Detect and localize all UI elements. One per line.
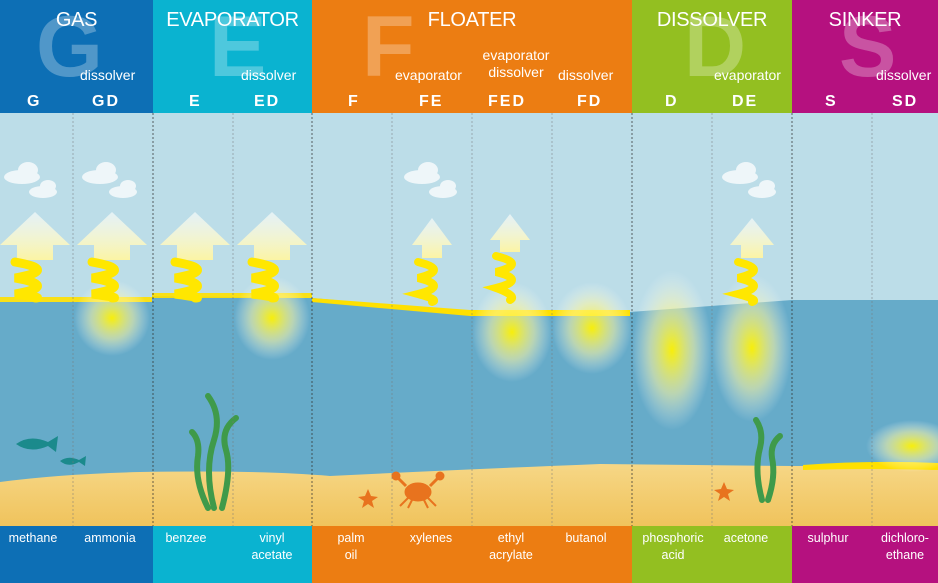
floater-slick <box>312 298 630 316</box>
substance-butanol: butanol <box>565 531 607 545</box>
header-dissolver-letter: D <box>684 0 747 95</box>
header-evaporator: E EVAPORATOR dissolver E ED <box>153 0 312 113</box>
code-fd: FD <box>577 93 603 110</box>
code-ed: ED <box>254 93 281 110</box>
footer-sinker <box>792 526 938 583</box>
substance-palm-oil: palm oil <box>337 531 365 562</box>
header-sinker-title: SINKER <box>828 9 902 31</box>
header-gas-letter: G <box>36 0 103 95</box>
sky <box>0 113 938 313</box>
substance-ethyl-acrylate: ethyl acrylate <box>489 531 533 562</box>
substance-dichloroethane: dichloro- ethane <box>881 531 929 562</box>
footer-gas <box>0 526 153 583</box>
header-gas-title: GAS <box>55 9 98 31</box>
header-evaporator-dissolver-label: dissolver <box>241 67 297 83</box>
header-floater: F FLOATER evaporator evaporator dissolve… <box>312 0 632 113</box>
header-evaporator-letter: E <box>209 0 267 95</box>
header-floater-title: FLOATER <box>427 9 517 31</box>
footer-floater <box>312 526 632 583</box>
header-floater-evaporator-dissolver-label: evaporator dissolver <box>476 47 556 81</box>
header-sinker-letter: S <box>839 0 897 95</box>
code-gd: GD <box>92 93 120 110</box>
code-s: S <box>825 93 838 110</box>
substance-benzee: benzee <box>165 531 207 545</box>
substance-ammonia: ammonia <box>84 531 136 545</box>
header-dissolver: D DISSOLVER evaporator D DE <box>632 0 792 113</box>
crab-icon <box>391 471 445 509</box>
upward-arrow-icon <box>0 212 774 306</box>
substance-acetone: acetone <box>723 531 769 545</box>
header-sinker-dissolver-label: dissolver <box>876 67 932 83</box>
footer-evaporator <box>153 526 312 583</box>
substance-methane: methane <box>8 531 58 545</box>
header-dissolver-title: DISSOLVER <box>656 9 768 31</box>
header-gas-dissolver-label: dissolver <box>80 67 136 83</box>
header-floater-dissolver-label: dissolver <box>558 67 614 83</box>
label-evaporator: evaporator <box>482 47 550 63</box>
substance-sulphur: sulphur <box>807 531 849 545</box>
substance-phosphoric-acid: phosphoric acid <box>642 531 704 562</box>
header-sinker: S SINKER dissolver S SD <box>792 0 938 113</box>
code-f: F <box>348 93 360 110</box>
code-d: D <box>665 93 679 110</box>
header-floater-letter: F <box>362 0 415 95</box>
substance-xylenes: xylenes <box>409 531 453 545</box>
cloud-icon <box>4 162 776 198</box>
code-g: G <box>27 93 42 110</box>
seaweed-icon <box>189 393 783 511</box>
header-floater-evaporator-label: evaporator <box>395 67 462 83</box>
code-fed: FED <box>488 93 526 110</box>
code-sd: SD <box>892 93 919 110</box>
footer-dissolver <box>632 526 792 583</box>
header-gas: G GAS dissolver G GD <box>0 0 153 113</box>
code-e: E <box>189 93 202 110</box>
code-de: DE <box>732 93 759 110</box>
header-evaporator-title: EVAPORATOR <box>166 9 299 31</box>
label-dissolver: dissolver <box>488 64 544 80</box>
starfish-icon <box>358 482 734 508</box>
substance-vinyl-acetate: vinyl acetate <box>251 531 293 562</box>
code-fe: FE <box>419 93 444 110</box>
seabed <box>0 464 938 526</box>
header-dissolver-evaporator-label: evaporator <box>714 67 781 83</box>
